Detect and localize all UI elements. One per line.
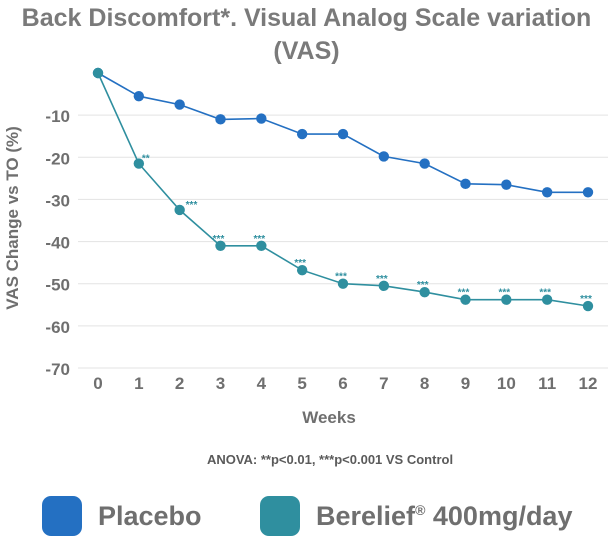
data-point-berelief	[337, 278, 349, 289]
data-point-berelief	[419, 286, 430, 298]
significance-label: ***	[213, 234, 225, 245]
significance-label: ***	[376, 274, 388, 285]
data-point-berelief	[501, 294, 512, 305]
data-point-berelief	[541, 294, 553, 305]
data-point-placebo	[419, 158, 430, 169]
significance-label: ***	[294, 258, 306, 269]
x-tick-label: 9	[461, 374, 470, 393]
data-point-berelief	[92, 67, 104, 79]
y-tick-label: -60	[45, 318, 70, 337]
significance-label: ***	[417, 280, 429, 291]
line-chart: -10-20-30-40-50-60-700 1 2 3 4 5 6 7 8 9 10 11 12Wee…	[3, 67, 608, 467]
data-point-placebo	[174, 99, 185, 110]
x-axis-label: Weeks	[302, 408, 356, 427]
data-point-berelief	[256, 240, 267, 251]
y-axis-label: VAS Change vs TO (%)	[3, 126, 22, 310]
significance-label: ***	[539, 288, 551, 299]
data-point-placebo	[541, 187, 553, 198]
significance-label: ***	[186, 200, 198, 211]
data-point-placebo	[378, 151, 390, 162]
legend-label-placebo: Placebo	[98, 500, 202, 531]
data-point-berelief	[133, 158, 145, 169]
significance-label: **	[142, 154, 150, 165]
data-point-placebo	[460, 178, 471, 190]
x-tick-label: 8	[420, 374, 429, 393]
legend-item-berelief: Berelief® 400mg/day	[260, 496, 572, 536]
data-point-placebo	[501, 179, 512, 190]
x-tick-label: 0	[93, 374, 102, 393]
chart-title: Back Discomfort*. Visual Analog Scale va…	[21, 4, 592, 65]
x-tick-label: 1	[134, 374, 143, 393]
data-point-placebo	[296, 128, 308, 140]
x-tick-label: 4	[257, 374, 267, 393]
x-tick-label: 3	[216, 374, 225, 393]
significance-label: ***	[498, 288, 510, 299]
y-tick-label: -30	[45, 191, 70, 210]
data-point-placebo	[256, 113, 267, 124]
legend-swatch-berelief	[260, 496, 300, 536]
significance-label: ***	[580, 294, 592, 305]
y-tick-label: -40	[45, 234, 70, 253]
x-tick-label: 6	[338, 374, 347, 393]
data-point-placebo	[133, 90, 145, 102]
data-point-berelief	[215, 240, 226, 251]
legend-item-placebo: Placebo	[42, 496, 202, 536]
y-tick-label: -10	[45, 107, 70, 126]
x-tick-label: 10	[497, 374, 516, 393]
legend-swatch-placebo	[42, 496, 82, 536]
data-point-berelief	[582, 300, 594, 312]
x-tick-label: 12	[579, 374, 598, 393]
data-point-berelief	[378, 280, 390, 292]
significance-label: ***	[253, 234, 265, 245]
data-point-placebo	[337, 128, 349, 140]
legend-label-berelief: Berelief® 400mg/day	[316, 500, 573, 531]
data-point-berelief	[296, 265, 308, 276]
significance-label: ***	[458, 288, 470, 299]
data-point-berelief	[460, 294, 471, 305]
x-tick-label: 7	[379, 374, 388, 393]
data-point-placebo	[215, 114, 226, 125]
x-tick-label: 5	[297, 374, 306, 393]
x-tick-label: 2	[175, 374, 184, 393]
y-tick-label: -70	[45, 360, 70, 379]
legend: Placebo Berelief® 400mg/day	[0, 496, 613, 540]
footnote: ANOVA: **p<0.01, ***p<0.001 VS Control	[207, 452, 453, 467]
data-point-berelief	[174, 204, 185, 216]
data-point-placebo	[582, 187, 594, 198]
significance-label: ***	[335, 272, 347, 283]
x-tick-label: 11	[538, 374, 556, 393]
y-tick-label: -50	[45, 276, 70, 295]
y-tick-label: -20	[45, 149, 70, 168]
